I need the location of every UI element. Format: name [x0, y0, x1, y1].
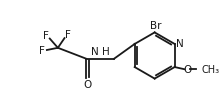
Text: H: H [102, 47, 110, 57]
Text: F: F [43, 30, 49, 40]
Text: F: F [39, 46, 45, 56]
Text: N: N [91, 47, 99, 57]
Text: N: N [176, 39, 183, 48]
Text: Br: Br [150, 21, 162, 31]
Text: O: O [184, 65, 192, 75]
Text: F: F [65, 30, 71, 40]
Text: CH₃: CH₃ [201, 65, 219, 75]
Text: O: O [84, 80, 92, 89]
